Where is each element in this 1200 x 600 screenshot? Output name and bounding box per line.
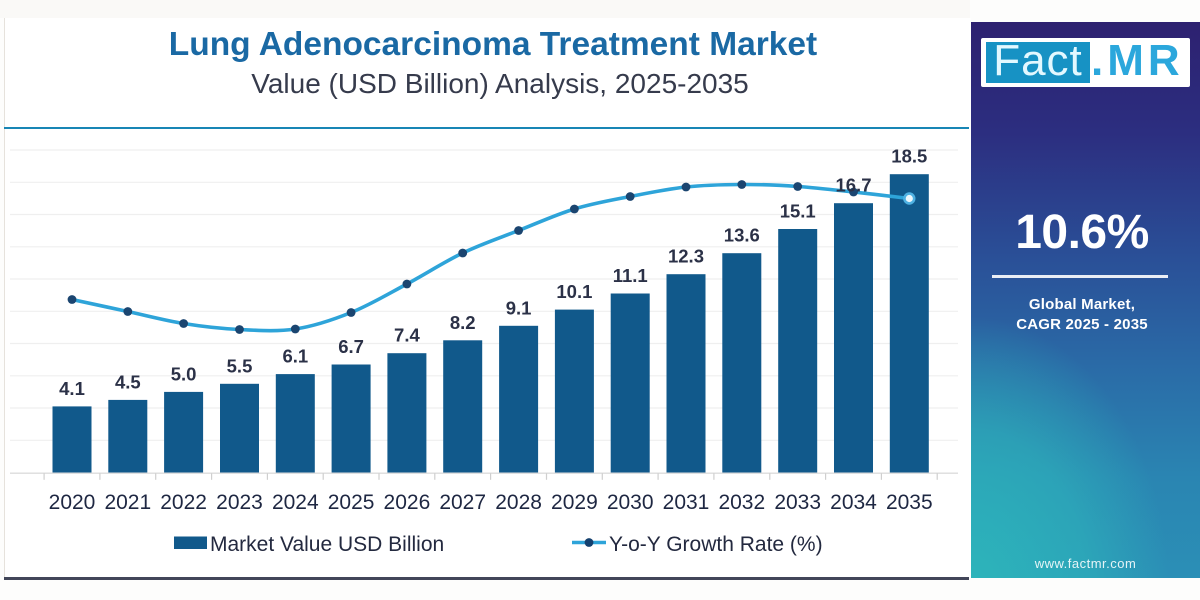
svg-text:5.0: 5.0: [171, 363, 197, 384]
svg-text:Y-o-Y Growth Rate (%): Y-o-Y Growth Rate (%): [609, 533, 823, 556]
svg-text:2031: 2031: [663, 491, 710, 514]
svg-text:5.5: 5.5: [227, 355, 253, 376]
svg-text:12.3: 12.3: [668, 246, 704, 267]
svg-text:2027: 2027: [439, 491, 486, 514]
svg-text:2032: 2032: [718, 491, 765, 514]
svg-text:16.7: 16.7: [835, 175, 871, 196]
svg-text:8.2: 8.2: [450, 312, 476, 333]
svg-text:7.4: 7.4: [394, 325, 420, 346]
svg-text:2021: 2021: [104, 491, 151, 514]
svg-text:2022: 2022: [160, 491, 207, 514]
svg-text:6.1: 6.1: [282, 346, 308, 367]
svg-text:11.1: 11.1: [613, 265, 648, 286]
svg-text:2033: 2033: [774, 491, 821, 514]
svg-text:4.1: 4.1: [59, 378, 85, 399]
svg-text:18.5: 18.5: [891, 146, 927, 167]
svg-text:2024: 2024: [272, 491, 319, 514]
svg-text:2023: 2023: [216, 491, 263, 514]
svg-text:15.1: 15.1: [780, 201, 816, 222]
svg-text:2026: 2026: [384, 491, 431, 514]
svg-text:4.5: 4.5: [115, 371, 141, 392]
svg-text:13.6: 13.6: [724, 225, 760, 246]
svg-text:Market Value USD Billion: Market Value USD Billion: [210, 533, 444, 556]
svg-text:2035: 2035: [886, 491, 933, 514]
svg-text:2030: 2030: [607, 491, 654, 514]
svg-text:9.1: 9.1: [506, 297, 532, 318]
svg-text:10.1: 10.1: [556, 281, 592, 302]
svg-text:2020: 2020: [49, 491, 96, 514]
svg-text:6.7: 6.7: [338, 336, 364, 357]
svg-text:2028: 2028: [495, 491, 542, 514]
svg-text:2025: 2025: [328, 491, 375, 514]
svg-text:2029: 2029: [551, 491, 598, 514]
svg-text:2034: 2034: [830, 491, 877, 514]
